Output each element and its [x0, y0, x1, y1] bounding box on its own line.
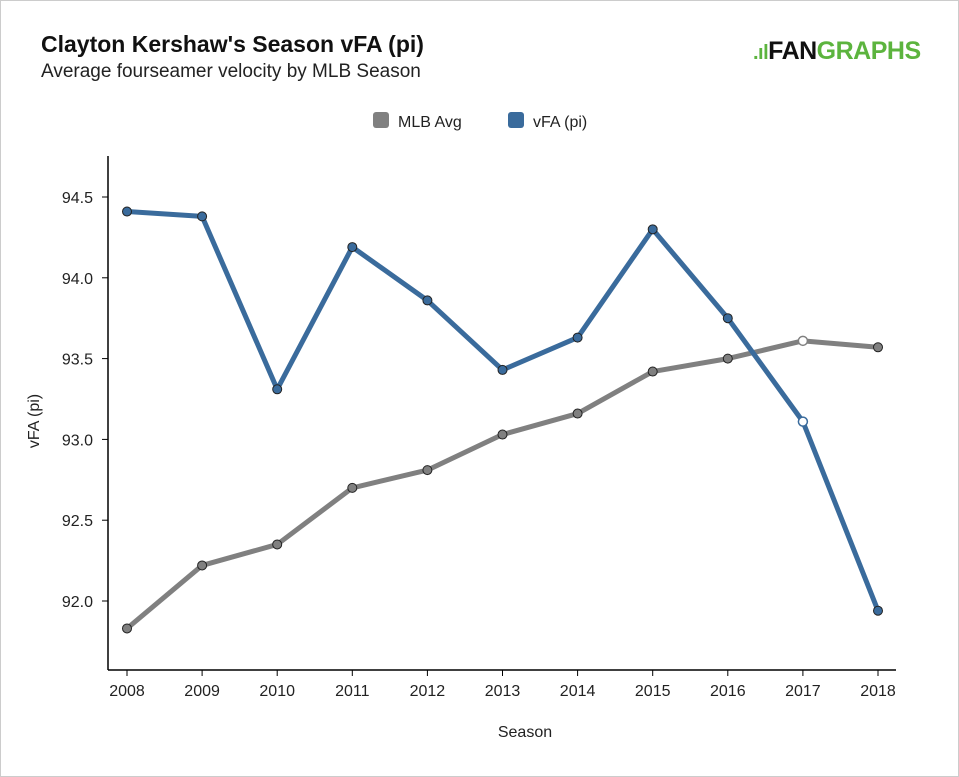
x-tick-label: 2009: [184, 683, 220, 700]
y-tick-label: 94.5: [62, 190, 93, 207]
y-tick-label: 92.0: [62, 594, 93, 611]
data-point: [122, 206, 132, 217]
x-tick-label: 2016: [710, 683, 746, 700]
data-point: [272, 539, 283, 550]
data-point: [647, 224, 658, 235]
chart-title: Clayton Kershaw's Season vFA (pi): [41, 31, 424, 57]
x-tick-label: 2010: [259, 683, 295, 700]
x-tick-label: 2013: [485, 683, 521, 700]
data-point: [197, 211, 208, 222]
y-axis-label: vFA (pi): [26, 394, 43, 448]
x-tick-label: 2011: [335, 683, 370, 700]
data-point: [797, 416, 809, 427]
data-point: [722, 353, 733, 364]
data-point: [572, 332, 583, 343]
legend-label: vFA (pi): [533, 114, 587, 131]
x-tick-label: 2017: [785, 683, 821, 700]
data-point: [422, 295, 433, 306]
y-tick-label: 93.0: [62, 432, 93, 449]
data-point: [647, 366, 658, 377]
data-point: [797, 335, 809, 347]
data-point: [497, 364, 508, 375]
x-tick-label: 2018: [860, 683, 896, 700]
series-line: [126, 209, 881, 612]
data-point: [722, 313, 733, 324]
x-tick-label: 2015: [635, 683, 671, 700]
data-point: [197, 560, 208, 571]
data-point: [422, 465, 433, 476]
legend-swatch: [508, 112, 524, 128]
fangraphs-logo: .ılFANGRAPHS: [753, 37, 921, 65]
legend-label: MLB Avg: [398, 114, 462, 131]
data-point: [122, 623, 132, 634]
y-tick-label: 92.5: [62, 513, 93, 530]
x-tick-label: 2008: [109, 683, 145, 700]
data-point: [347, 242, 358, 253]
data-point: [572, 408, 583, 419]
legend-swatch: [373, 112, 389, 128]
y-tick-label: 94.0: [62, 271, 93, 288]
x-axis-label: Season: [498, 724, 552, 741]
x-tick-label: 2012: [410, 683, 446, 700]
x-tick-label: 2014: [560, 683, 596, 700]
data-point: [347, 482, 358, 493]
chart-subtitle: Average fourseamer velocity by MLB Seaso…: [41, 61, 421, 82]
data-point: [873, 605, 883, 616]
data-point: [873, 342, 883, 353]
y-tick-label: 93.5: [62, 352, 93, 369]
data-point: [272, 384, 283, 395]
data-point: [497, 429, 508, 440]
series-line: [125, 338, 879, 631]
